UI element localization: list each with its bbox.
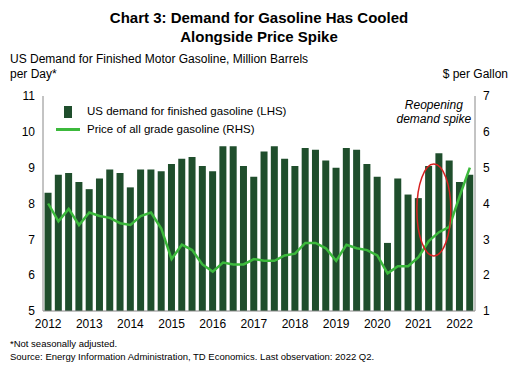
svg-text:2013: 2013 (76, 317, 103, 331)
svg-text:6: 6 (28, 268, 35, 282)
svg-text:2014: 2014 (117, 317, 144, 331)
svg-text:3: 3 (483, 233, 490, 247)
svg-text:2021: 2021 (405, 317, 432, 331)
html-text:*Not seasonally adjusted.: *Not seasonally adjusted. (10, 338, 118, 349)
html-text:US Demand for Finished Motor G: US Demand for Finished Motor Gasoline, M… (10, 52, 309, 81)
svg-text:7: 7 (28, 233, 35, 247)
html-text:Chart 3: Demand for Gasoline H: Chart 3: Demand for Gasoline Has Cooled … (109, 9, 409, 45)
svg-text:10: 10 (22, 125, 36, 139)
html-text:Source: Energy Information Adm: Source: Energy Information Administratio… (10, 351, 375, 362)
svg-text:7: 7 (483, 89, 490, 103)
svg-text:2018: 2018 (282, 317, 309, 331)
html-text:Price of all grade gasoline (R: Price of all grade gasoline (RHS) (87, 123, 255, 135)
svg-text:2012: 2012 (35, 317, 62, 331)
svg-text:2019: 2019 (323, 317, 350, 331)
svg-text:2: 2 (483, 268, 490, 282)
svg-text:11: 11 (23, 89, 36, 103)
svg-text:2015: 2015 (158, 317, 185, 331)
svg-text:1: 1 (483, 304, 490, 318)
svg-text:5: 5 (28, 304, 35, 318)
svg-text:4: 4 (483, 197, 490, 211)
html-text:$ per Gallon: $ per Gallon (442, 67, 508, 81)
html-text:Reopening demand spike: Reopening demand spike (396, 98, 472, 126)
svg-text:6: 6 (483, 125, 490, 139)
html-text:US demand for finished gasolin: US demand for finished gasoline (LHS) (87, 105, 287, 117)
svg-text:2022: 2022 (446, 317, 473, 331)
svg-text:5: 5 (483, 161, 490, 175)
svg-text:2016: 2016 (199, 317, 226, 331)
svg-text:9: 9 (28, 161, 35, 175)
svg-text:8: 8 (28, 197, 35, 211)
svg-text:2017: 2017 (241, 317, 268, 331)
svg-text:2020: 2020 (364, 317, 391, 331)
